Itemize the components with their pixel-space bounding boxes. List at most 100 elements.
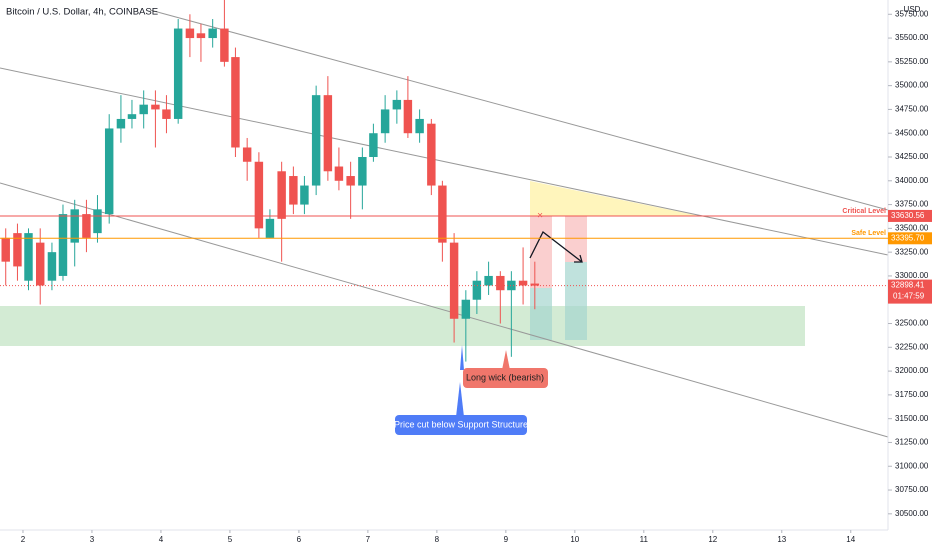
candle-body bbox=[346, 176, 355, 186]
candle-body bbox=[47, 252, 57, 281]
callout-box bbox=[463, 368, 548, 388]
candle-body bbox=[358, 157, 367, 186]
y-tick-label: 33000.00 bbox=[895, 271, 929, 280]
reward-box bbox=[565, 262, 587, 340]
x-tick-label: 13 bbox=[777, 535, 786, 544]
y-tick-label: 34000.00 bbox=[895, 176, 929, 185]
last-price-label: 32898.41 bbox=[891, 281, 925, 290]
candle-body bbox=[116, 118, 126, 129]
candle-body bbox=[93, 209, 102, 234]
y-tick-label: 32000.00 bbox=[895, 366, 929, 375]
level-price-label: 33630.56 bbox=[891, 211, 925, 220]
x-tick-label: 10 bbox=[570, 535, 579, 544]
candle-body bbox=[104, 128, 114, 215]
level-name: Safe Level bbox=[851, 230, 886, 237]
candle-body bbox=[139, 104, 148, 115]
candle-body bbox=[196, 33, 206, 39]
candle-body bbox=[277, 171, 286, 219]
level-price-box bbox=[888, 209, 932, 222]
x-tick-label: 7 bbox=[366, 535, 371, 544]
risk-box bbox=[565, 216, 587, 262]
last-price-box bbox=[888, 279, 932, 304]
candle-body bbox=[449, 242, 459, 319]
y-tick-label: 34750.00 bbox=[895, 105, 929, 114]
candle-body bbox=[530, 283, 540, 286]
candle-body bbox=[461, 299, 471, 319]
y-tick-label: 30500.00 bbox=[895, 509, 929, 518]
candle-body bbox=[185, 28, 195, 39]
candle-body bbox=[380, 109, 390, 134]
support-zone bbox=[0, 306, 805, 346]
candle-body bbox=[507, 280, 516, 291]
y-tick-label: 35250.00 bbox=[895, 57, 929, 66]
y-tick-label: 32500.00 bbox=[895, 319, 929, 328]
candle-body bbox=[173, 28, 183, 119]
candle-body bbox=[242, 147, 252, 162]
trend-line bbox=[0, 67, 889, 256]
candle-body bbox=[162, 109, 171, 119]
y-tick-label: 31500.00 bbox=[895, 414, 929, 423]
level-price-box bbox=[888, 232, 932, 245]
callout-arrow bbox=[456, 382, 464, 417]
candle-body bbox=[289, 176, 298, 205]
callout-box bbox=[395, 415, 527, 435]
y-tick-label: 33750.00 bbox=[895, 200, 929, 209]
candle-body bbox=[403, 99, 413, 134]
candle-body bbox=[415, 118, 424, 134]
candle-body bbox=[35, 242, 45, 286]
callout-arrow bbox=[502, 350, 510, 370]
level-name: Critical Level bbox=[842, 208, 886, 215]
x-tick-label: 5 bbox=[228, 535, 233, 544]
x-tick-label: 9 bbox=[504, 535, 509, 544]
y-tick-label: 35750.00 bbox=[895, 9, 929, 18]
candle-body bbox=[438, 185, 447, 243]
y-tick-label: 31000.00 bbox=[895, 461, 929, 470]
candle-body bbox=[265, 218, 275, 238]
x-tick-label: 8 bbox=[435, 535, 440, 544]
x-tick-label: 14 bbox=[846, 535, 855, 544]
x-tick-label: 11 bbox=[640, 535, 649, 544]
candle-body bbox=[151, 104, 160, 110]
chart-title: Bitcoin / U.S. Dollar, 4h, COINBASE bbox=[6, 7, 158, 18]
candle-body bbox=[70, 209, 79, 243]
trend-line bbox=[149, 9, 889, 211]
y-tick-label: 35000.00 bbox=[895, 81, 929, 90]
projection-arrow bbox=[529, 231, 583, 263]
arrow-head bbox=[574, 254, 583, 263]
currency-label: USD bbox=[904, 5, 921, 14]
x-tick-label: 2 bbox=[21, 535, 26, 544]
reward-box bbox=[530, 288, 552, 340]
y-tick-label: 31750.00 bbox=[895, 390, 929, 399]
callout-arrow bbox=[460, 345, 464, 370]
y-tick-label: 32250.00 bbox=[895, 342, 929, 351]
resistance-triangle bbox=[530, 181, 700, 216]
candle-body bbox=[472, 280, 482, 300]
candle-body bbox=[24, 233, 33, 281]
candle-body bbox=[300, 185, 309, 205]
level-price-label: 33395.70 bbox=[891, 233, 925, 242]
x-tick-label: 12 bbox=[708, 535, 717, 544]
candle-body bbox=[208, 28, 217, 39]
candle-body bbox=[231, 57, 240, 148]
candle-body bbox=[334, 166, 344, 181]
x-tick-label: 3 bbox=[90, 535, 95, 544]
candle-body bbox=[311, 95, 321, 186]
candle-body bbox=[220, 28, 229, 62]
candle-body bbox=[82, 214, 91, 238]
candle-body bbox=[323, 95, 333, 172]
y-tick-label: 34500.00 bbox=[895, 128, 929, 137]
candle-body bbox=[484, 275, 493, 286]
x-tick-label: 4 bbox=[159, 535, 164, 544]
y-tick-label: 33500.00 bbox=[895, 223, 929, 232]
candle-body bbox=[427, 123, 436, 186]
y-tick-label: 30750.00 bbox=[895, 485, 929, 494]
trend-line bbox=[0, 182, 889, 438]
y-tick-label: 35500.00 bbox=[895, 33, 929, 42]
y-tick-label: 33250.00 bbox=[895, 247, 929, 256]
candle-body bbox=[518, 280, 528, 286]
countdown-label: 01:47:59 bbox=[893, 292, 925, 301]
x-tick-label: 6 bbox=[297, 535, 302, 544]
candle-body bbox=[254, 161, 264, 229]
